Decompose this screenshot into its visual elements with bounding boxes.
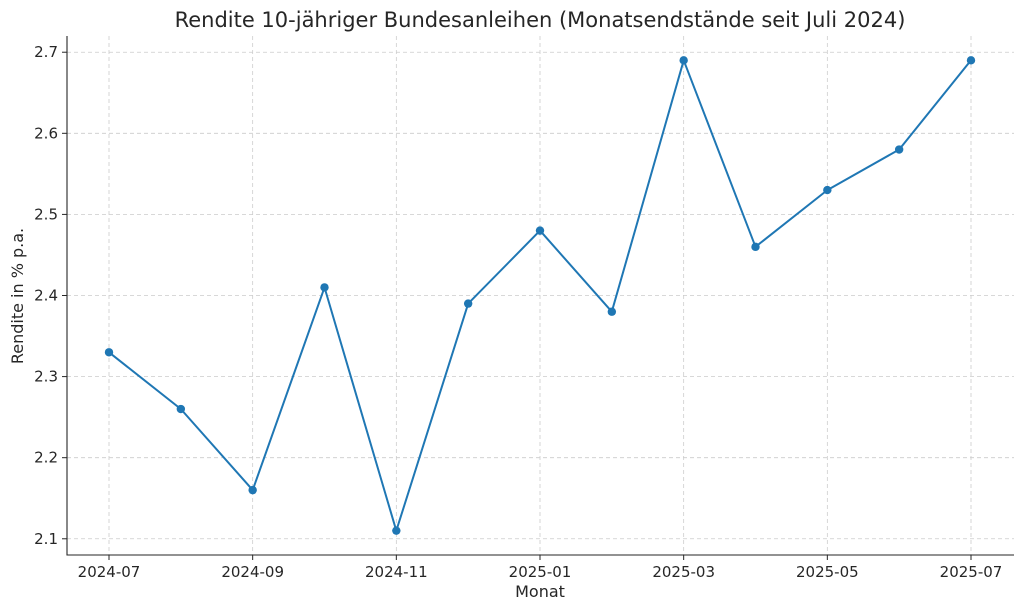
y-tick-label: 2.1 (34, 530, 58, 548)
y-tick-label: 2.7 (34, 43, 58, 61)
y-tick-label: 2.6 (34, 124, 58, 142)
data-point-2024-07 (104, 348, 114, 357)
grid (67, 36, 1014, 555)
y-tick-label: 2.2 (34, 449, 58, 467)
data-point-2024-11 (392, 526, 401, 535)
y-tick-label: 2.4 (34, 287, 58, 305)
x-tick-label: 2025-07 (940, 563, 1003, 581)
data-point-2024-10 (320, 283, 329, 292)
chart-title: Rendite 10-jähriger Bundesanleihen (Mona… (175, 8, 906, 32)
data-point-2025-03 (679, 56, 688, 65)
x-tick-label: 2024-07 (78, 563, 141, 581)
x-tick-label: 2025-03 (652, 563, 715, 581)
x-tick-label: 2025-05 (796, 563, 859, 581)
data-point-2024-09 (248, 485, 257, 495)
x-tick-label: 2025-01 (509, 563, 572, 581)
data-point-2025-02 (607, 307, 617, 316)
data-point-2025-01 (535, 226, 545, 235)
x-tick-label: 2024-11 (365, 563, 428, 581)
axes (66, 36, 1014, 556)
data-point-2025-06 (894, 145, 904, 154)
data-point-2025-05 (823, 185, 832, 195)
y-axis-label: Rendite in % p.a. (8, 228, 27, 364)
data-point-2024-12 (463, 299, 473, 308)
data-point-2024-08 (176, 404, 186, 414)
x-axis-label: Monat (515, 582, 565, 601)
x-axis-ticks: 2024-07 2024-09 2024-11 2025-01 2025-03 2025-… (78, 555, 1003, 581)
y-tick-label: 2.3 (34, 368, 58, 386)
y-axis-ticks: 2.1 2.2 2.3 2.4 2.5 2.6 2.7 (34, 43, 67, 548)
series-layer (104, 56, 976, 535)
x-tick-label: 2024-09 (221, 563, 284, 581)
plot-frame (66, 36, 1014, 556)
data-point-2025-04 (751, 242, 760, 252)
y-tick-label: 2.5 (34, 205, 58, 223)
data-point-2025-07 (966, 56, 976, 65)
